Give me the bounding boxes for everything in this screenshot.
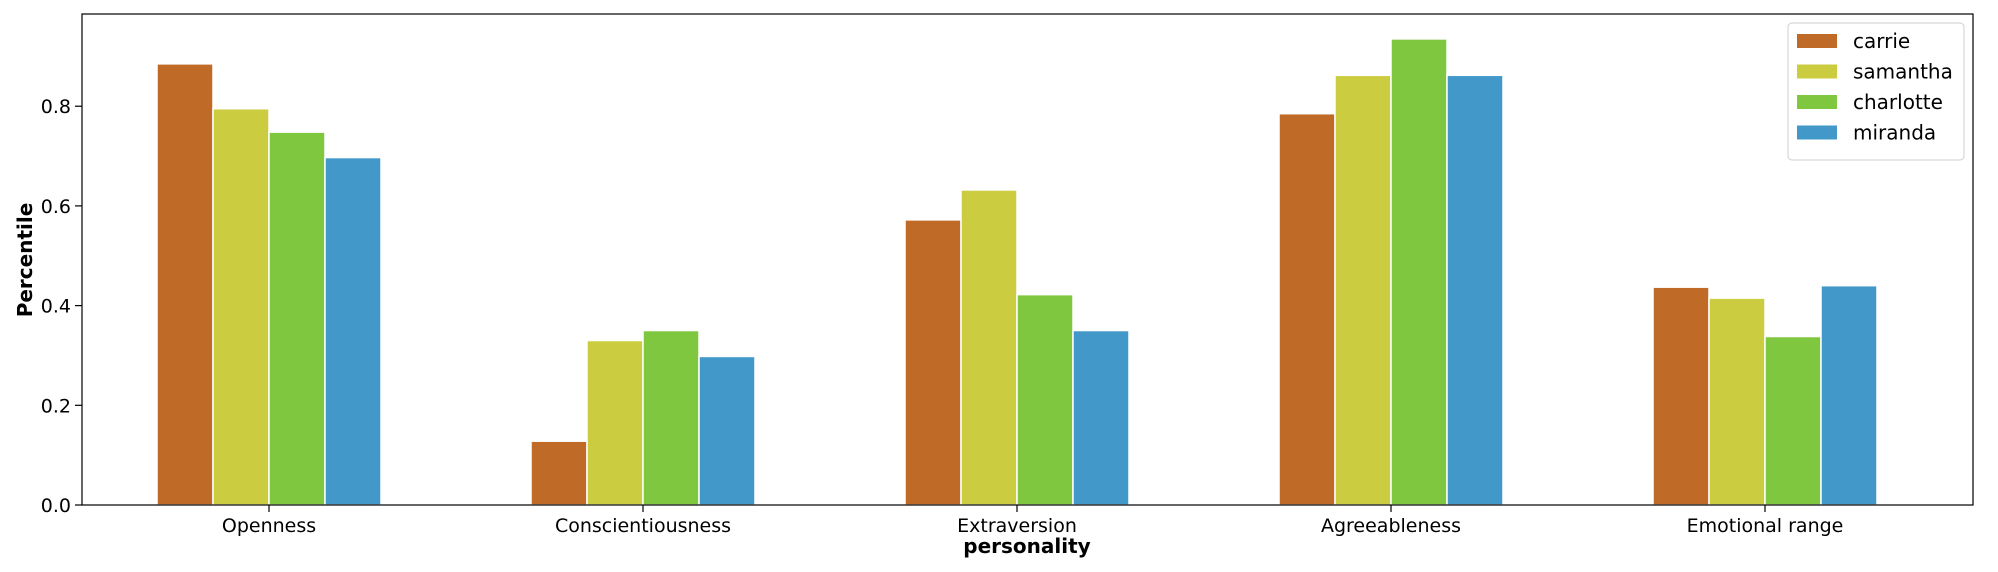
bar-samantha-3 [1334, 74, 1392, 506]
bar-carrie-4 [1652, 286, 1710, 506]
bar-carrie-2 [904, 219, 962, 506]
y-axis-label: Percentile [13, 203, 37, 318]
x-tick-label: Agreeableness [1321, 515, 1461, 537]
legend-swatch-samantha [1797, 64, 1837, 79]
bar-miranda-1 [698, 355, 756, 506]
bar-charlotte-2 [1016, 293, 1074, 506]
legend-swatch-charlotte [1797, 95, 1837, 109]
y-tick-label: 0.8 [41, 96, 71, 118]
bar-charlotte-4 [1764, 335, 1822, 506]
bar-charlotte-0 [268, 131, 326, 506]
legend-label-miranda: miranda [1853, 121, 1936, 145]
bar-charlotte-1 [642, 329, 700, 506]
bar-carrie-0 [156, 63, 214, 506]
x-axis-label: personality [963, 534, 1090, 558]
x-tick-label: Openness [222, 515, 316, 537]
legend: carrie samantha charlotte miranda [1787, 22, 1965, 161]
bar-carrie-3 [1278, 112, 1336, 506]
bar-samantha-2 [960, 189, 1018, 506]
y-tick-label: 0.0 [41, 495, 71, 517]
bar-samantha-4 [1708, 297, 1766, 506]
x-tick-label: Emotional range [1687, 515, 1844, 537]
bar-miranda-4 [1820, 284, 1878, 506]
bar-samantha-1 [586, 339, 644, 506]
legend-label-charlotte: charlotte [1853, 90, 1943, 114]
plot-frame [81, 13, 1974, 506]
legend-label-samantha: samantha [1853, 60, 1953, 84]
x-tick-label: Extraversion [957, 515, 1077, 537]
y-tick-label: 0.6 [41, 196, 71, 218]
bar-charlotte-3 [1390, 38, 1448, 506]
bar-miranda-0 [324, 156, 382, 506]
bar-carrie-1 [530, 440, 588, 506]
bar-miranda-3 [1446, 74, 1504, 506]
legend-swatch-miranda [1797, 125, 1837, 140]
legend-label-carrie: carrie [1853, 29, 1910, 53]
bars-group [156, 38, 1878, 506]
y-tick-label: 0.2 [41, 395, 71, 417]
bar-miranda-2 [1072, 329, 1130, 506]
y-axis: 0.0 0.2 0.4 0.6 0.8 [41, 96, 82, 517]
x-tick-label: Conscientiousness [555, 515, 731, 537]
x-axis: Openness Conscientiousness Extraversion Agr… [222, 505, 1844, 537]
bar-samantha-0 [212, 107, 270, 506]
y-tick-label: 0.4 [41, 296, 71, 318]
legend-swatch-carrie [1797, 34, 1837, 48]
